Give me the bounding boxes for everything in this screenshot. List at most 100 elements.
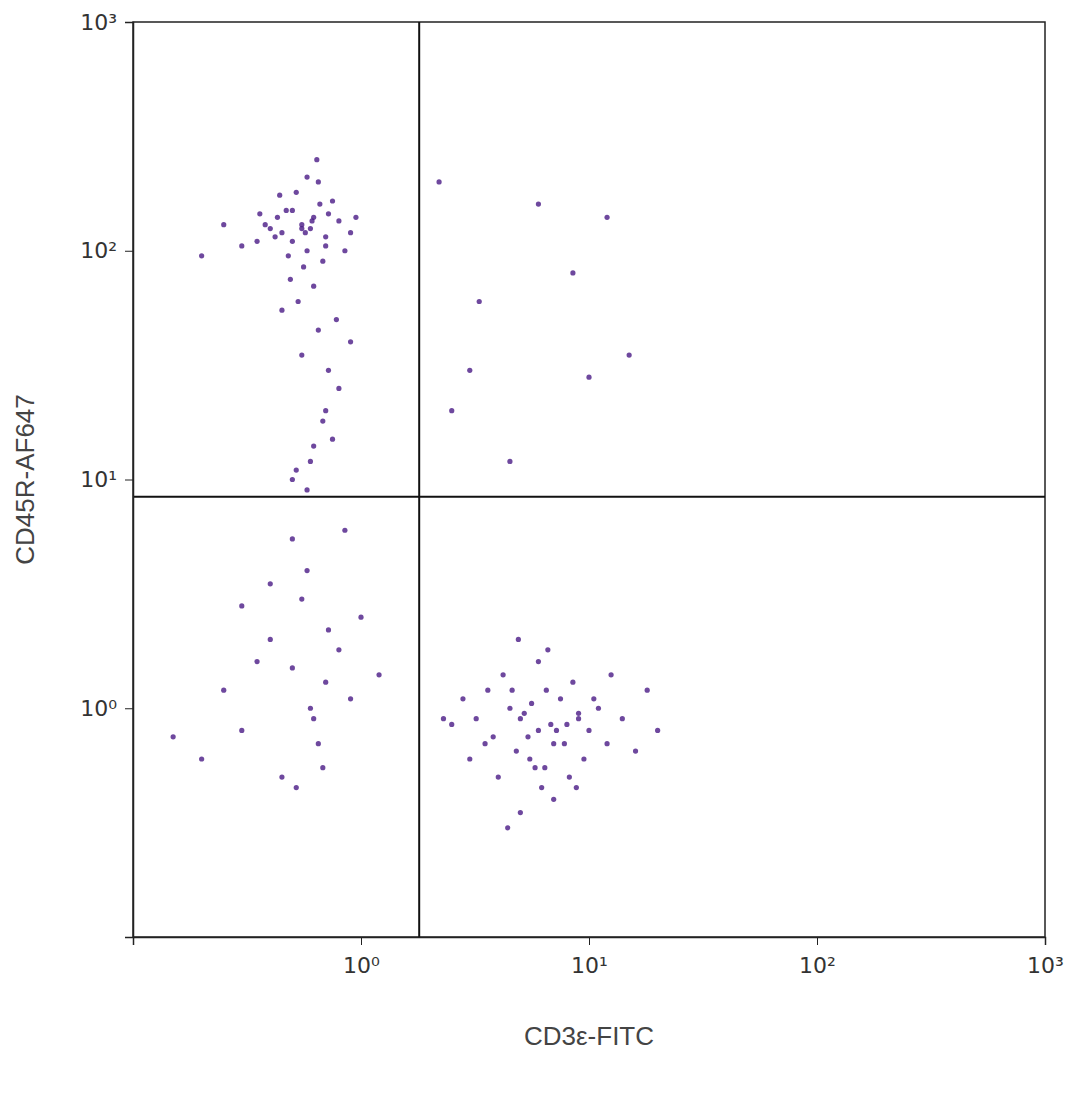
point <box>199 253 204 258</box>
point <box>320 419 325 424</box>
point <box>288 277 293 282</box>
y-axis-line <box>125 23 134 938</box>
point <box>316 179 321 184</box>
point <box>576 716 581 721</box>
y-axis-title: CD45R-AF647 <box>10 394 40 565</box>
point <box>263 222 268 227</box>
point <box>304 174 309 179</box>
point <box>308 706 313 711</box>
point <box>532 765 537 770</box>
point <box>326 368 331 373</box>
point <box>554 728 559 733</box>
point <box>645 688 650 693</box>
point <box>604 215 609 220</box>
point <box>551 741 556 746</box>
point <box>474 716 479 721</box>
point <box>294 467 299 472</box>
y-tick: 10³ <box>80 10 133 35</box>
point <box>525 734 530 739</box>
point <box>376 672 381 677</box>
point <box>627 352 632 357</box>
gate-line <box>418 22 420 937</box>
point <box>330 437 335 442</box>
point <box>536 659 541 664</box>
y-tick-mark <box>125 708 133 709</box>
point <box>570 680 575 685</box>
point <box>254 239 259 244</box>
point <box>449 722 454 727</box>
point <box>548 722 553 727</box>
point <box>304 487 309 492</box>
y-tick-mark <box>125 480 133 481</box>
point <box>221 222 226 227</box>
point <box>467 368 472 373</box>
point <box>342 248 347 253</box>
point <box>564 722 569 727</box>
x-tick-label: 10² <box>799 953 836 978</box>
point <box>323 234 328 239</box>
point <box>171 734 176 739</box>
point <box>529 701 534 706</box>
point <box>441 716 446 721</box>
point <box>330 198 335 203</box>
point <box>326 627 331 632</box>
point <box>567 775 572 780</box>
point <box>304 248 309 253</box>
point <box>279 775 284 780</box>
point <box>279 230 284 235</box>
point <box>460 696 465 701</box>
point <box>562 741 567 746</box>
point <box>320 765 325 770</box>
point <box>334 317 339 322</box>
point <box>501 672 506 677</box>
point <box>358 615 363 620</box>
point <box>449 408 454 413</box>
point <box>316 327 321 332</box>
point <box>348 339 353 344</box>
point <box>518 716 523 721</box>
point <box>507 459 512 464</box>
x-tick-mark <box>589 937 590 945</box>
point <box>268 581 273 586</box>
y-tick-mark <box>125 22 133 23</box>
point <box>303 230 308 235</box>
point <box>336 647 341 652</box>
point <box>586 728 591 733</box>
chart: 10⁰10¹10²10³10⁰10¹10²10³CD3ε-FITCCD45R-A… <box>0 0 1080 1096</box>
point <box>570 270 575 275</box>
x-tick: 10² <box>799 937 836 978</box>
point <box>290 665 295 670</box>
point <box>522 711 527 716</box>
point <box>591 696 596 701</box>
point <box>620 716 625 721</box>
point <box>491 734 496 739</box>
x-tick: 10⁰ <box>343 937 380 978</box>
y-tick: 10¹ <box>80 467 133 492</box>
x-axis: 10⁰10¹10²10³ <box>134 937 1064 978</box>
point <box>290 477 295 482</box>
point <box>279 308 284 313</box>
point <box>299 226 304 231</box>
x-tick-label: 10¹ <box>571 953 608 978</box>
y-tick-label: 10² <box>80 238 117 263</box>
y-tick-mark <box>125 251 133 252</box>
point <box>268 226 273 231</box>
point <box>482 741 487 746</box>
point <box>320 259 325 264</box>
y-tick: 10² <box>80 238 133 263</box>
point <box>604 741 609 746</box>
point <box>275 215 280 220</box>
point <box>542 765 547 770</box>
point <box>239 728 244 733</box>
x-tick-mark <box>1045 937 1046 945</box>
point <box>299 597 304 602</box>
gates <box>133 22 1045 937</box>
point <box>277 193 282 198</box>
point <box>304 568 309 573</box>
point <box>576 711 581 716</box>
point <box>290 239 295 244</box>
point <box>301 264 306 269</box>
point <box>273 234 278 239</box>
point <box>309 218 314 223</box>
point <box>299 352 304 357</box>
